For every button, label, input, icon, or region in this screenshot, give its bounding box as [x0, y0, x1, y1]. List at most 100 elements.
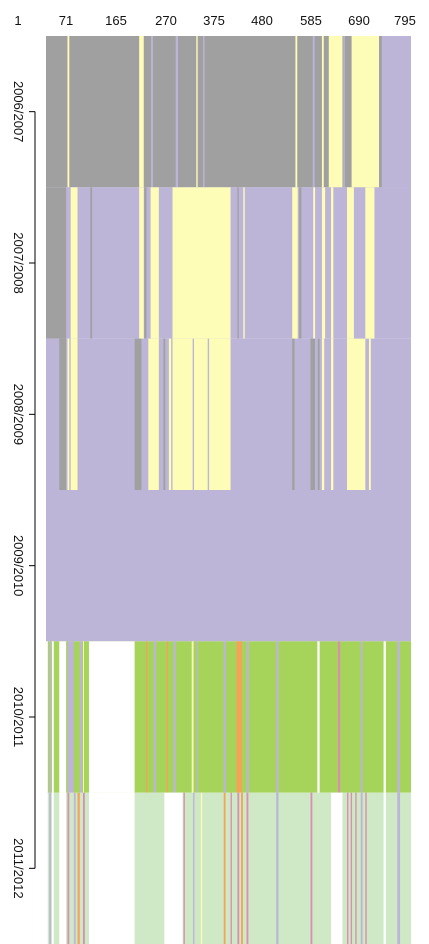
heatmap-cell — [292, 187, 298, 339]
heatmap-cell — [310, 792, 313, 944]
heatmap-cell — [73, 792, 76, 944]
heatmap-cells — [46, 36, 411, 944]
heatmap-cell — [383, 792, 386, 944]
heatmap-cell — [183, 792, 185, 944]
heatmap-cell — [321, 36, 324, 188]
heatmap-cell — [67, 338, 70, 490]
heatmap-cell — [175, 36, 179, 188]
heatmap-cell — [360, 641, 363, 793]
heatmap-cell — [59, 641, 67, 793]
heatmap-cell — [365, 792, 367, 944]
heatmap-cell — [166, 641, 168, 793]
heatmap-cell — [237, 187, 239, 339]
heatmap-cell — [230, 792, 232, 944]
heatmap-cell — [246, 641, 249, 793]
heatmap-row — [46, 338, 411, 490]
y-tick-label: 2010/2011 — [11, 687, 26, 748]
heatmap-row — [46, 641, 411, 793]
heatmap-cell — [172, 187, 231, 339]
heatmap-cell — [70, 187, 78, 339]
heatmap-cell — [317, 641, 320, 793]
heatmap-cell — [223, 641, 226, 793]
y-tick-label: 2007/2008 — [11, 232, 26, 293]
heatmap-cell — [146, 641, 148, 793]
heatmap-row — [46, 490, 411, 642]
heatmap-cell — [88, 641, 135, 793]
heatmap-cell — [295, 36, 298, 188]
heatmap-cell — [51, 792, 54, 944]
heatmap-cell — [148, 338, 159, 490]
heatmap-cell — [90, 187, 93, 339]
heatmap-cell — [368, 338, 371, 490]
y-tick-label: 2011/2012 — [11, 838, 26, 899]
heatmap-cell — [331, 338, 334, 490]
heatmap-cell — [343, 36, 345, 188]
y-axis: 2006/2007 2007/2008 2008/2009 2009/2010 2010… — [11, 81, 36, 899]
x-tick-label: 585 — [300, 13, 322, 28]
x-tick-label: 270 — [155, 13, 177, 28]
x-tick-label: 480 — [251, 13, 273, 28]
heatmap-cell — [59, 792, 67, 944]
heatmap-cell — [151, 36, 153, 188]
heatmap-row-base — [46, 36, 411, 188]
heatmap-cell — [347, 338, 366, 490]
heatmap-cell — [192, 338, 195, 490]
heatmap-cell — [134, 338, 142, 490]
heatmap-cell — [310, 338, 316, 490]
heatmap-cell — [172, 338, 231, 490]
heatmap-cell — [360, 792, 363, 944]
heatmap-cell — [153, 641, 157, 793]
heatmap-cell — [144, 187, 147, 339]
heatmap-cell — [88, 792, 135, 944]
heatmap-cell — [365, 187, 375, 339]
heatmap-cell — [46, 187, 67, 339]
heatmap-cell — [46, 641, 48, 793]
heatmap-cell — [49, 792, 52, 944]
y-tick-label: 2008/2009 — [11, 384, 26, 445]
heatmap-cell — [397, 641, 401, 793]
heatmap-cell — [276, 641, 279, 793]
heatmap-cell — [331, 792, 343, 944]
heatmap-cell — [243, 187, 245, 339]
x-tick-labels: 1 71 165 270 375 480 585 690 795 — [14, 13, 415, 28]
heatmap-cell — [200, 792, 203, 944]
heatmap-cell — [223, 792, 226, 944]
heatmap-cell — [139, 187, 144, 339]
heatmap-cell — [70, 338, 78, 490]
heatmap-cell — [292, 338, 295, 490]
heatmap-cell — [350, 792, 353, 944]
heatmap-cell — [347, 792, 349, 944]
heatmap-cell — [46, 792, 48, 944]
heatmap-cell — [203, 36, 205, 188]
heatmap-cell — [150, 187, 159, 339]
heatmap-cell — [276, 792, 279, 944]
heatmap-row — [46, 187, 411, 339]
heatmap-cell — [51, 641, 54, 793]
heatmap-cell — [317, 338, 320, 490]
heatmap-row — [46, 36, 411, 188]
x-tick-label: 1 — [14, 13, 21, 28]
heatmap-cell — [383, 641, 386, 793]
heatmap-row — [46, 792, 411, 944]
heatmap-cell — [355, 792, 357, 944]
heatmap-cell — [67, 641, 74, 793]
heatmap-cell — [67, 792, 70, 944]
heatmap-cell — [59, 338, 67, 490]
x-tick-label: 795 — [394, 13, 416, 28]
heatmap-cell — [196, 641, 198, 793]
heatmap-cell — [83, 641, 85, 793]
heatmap-cell — [49, 641, 52, 793]
heatmap-cell — [168, 338, 172, 490]
heatmap-row-base — [46, 490, 411, 642]
heatmap-cell — [337, 641, 341, 793]
heatmap-cell — [331, 187, 334, 339]
heatmap-cell — [241, 792, 243, 944]
heatmap-cell — [351, 36, 380, 188]
heatmap-cell — [313, 187, 316, 339]
heatmap-cell — [397, 792, 401, 944]
heatmap-cell — [237, 792, 240, 944]
heatmap-cell — [77, 792, 80, 944]
heatmap-cell — [236, 641, 242, 793]
heatmap-cell — [321, 338, 325, 490]
